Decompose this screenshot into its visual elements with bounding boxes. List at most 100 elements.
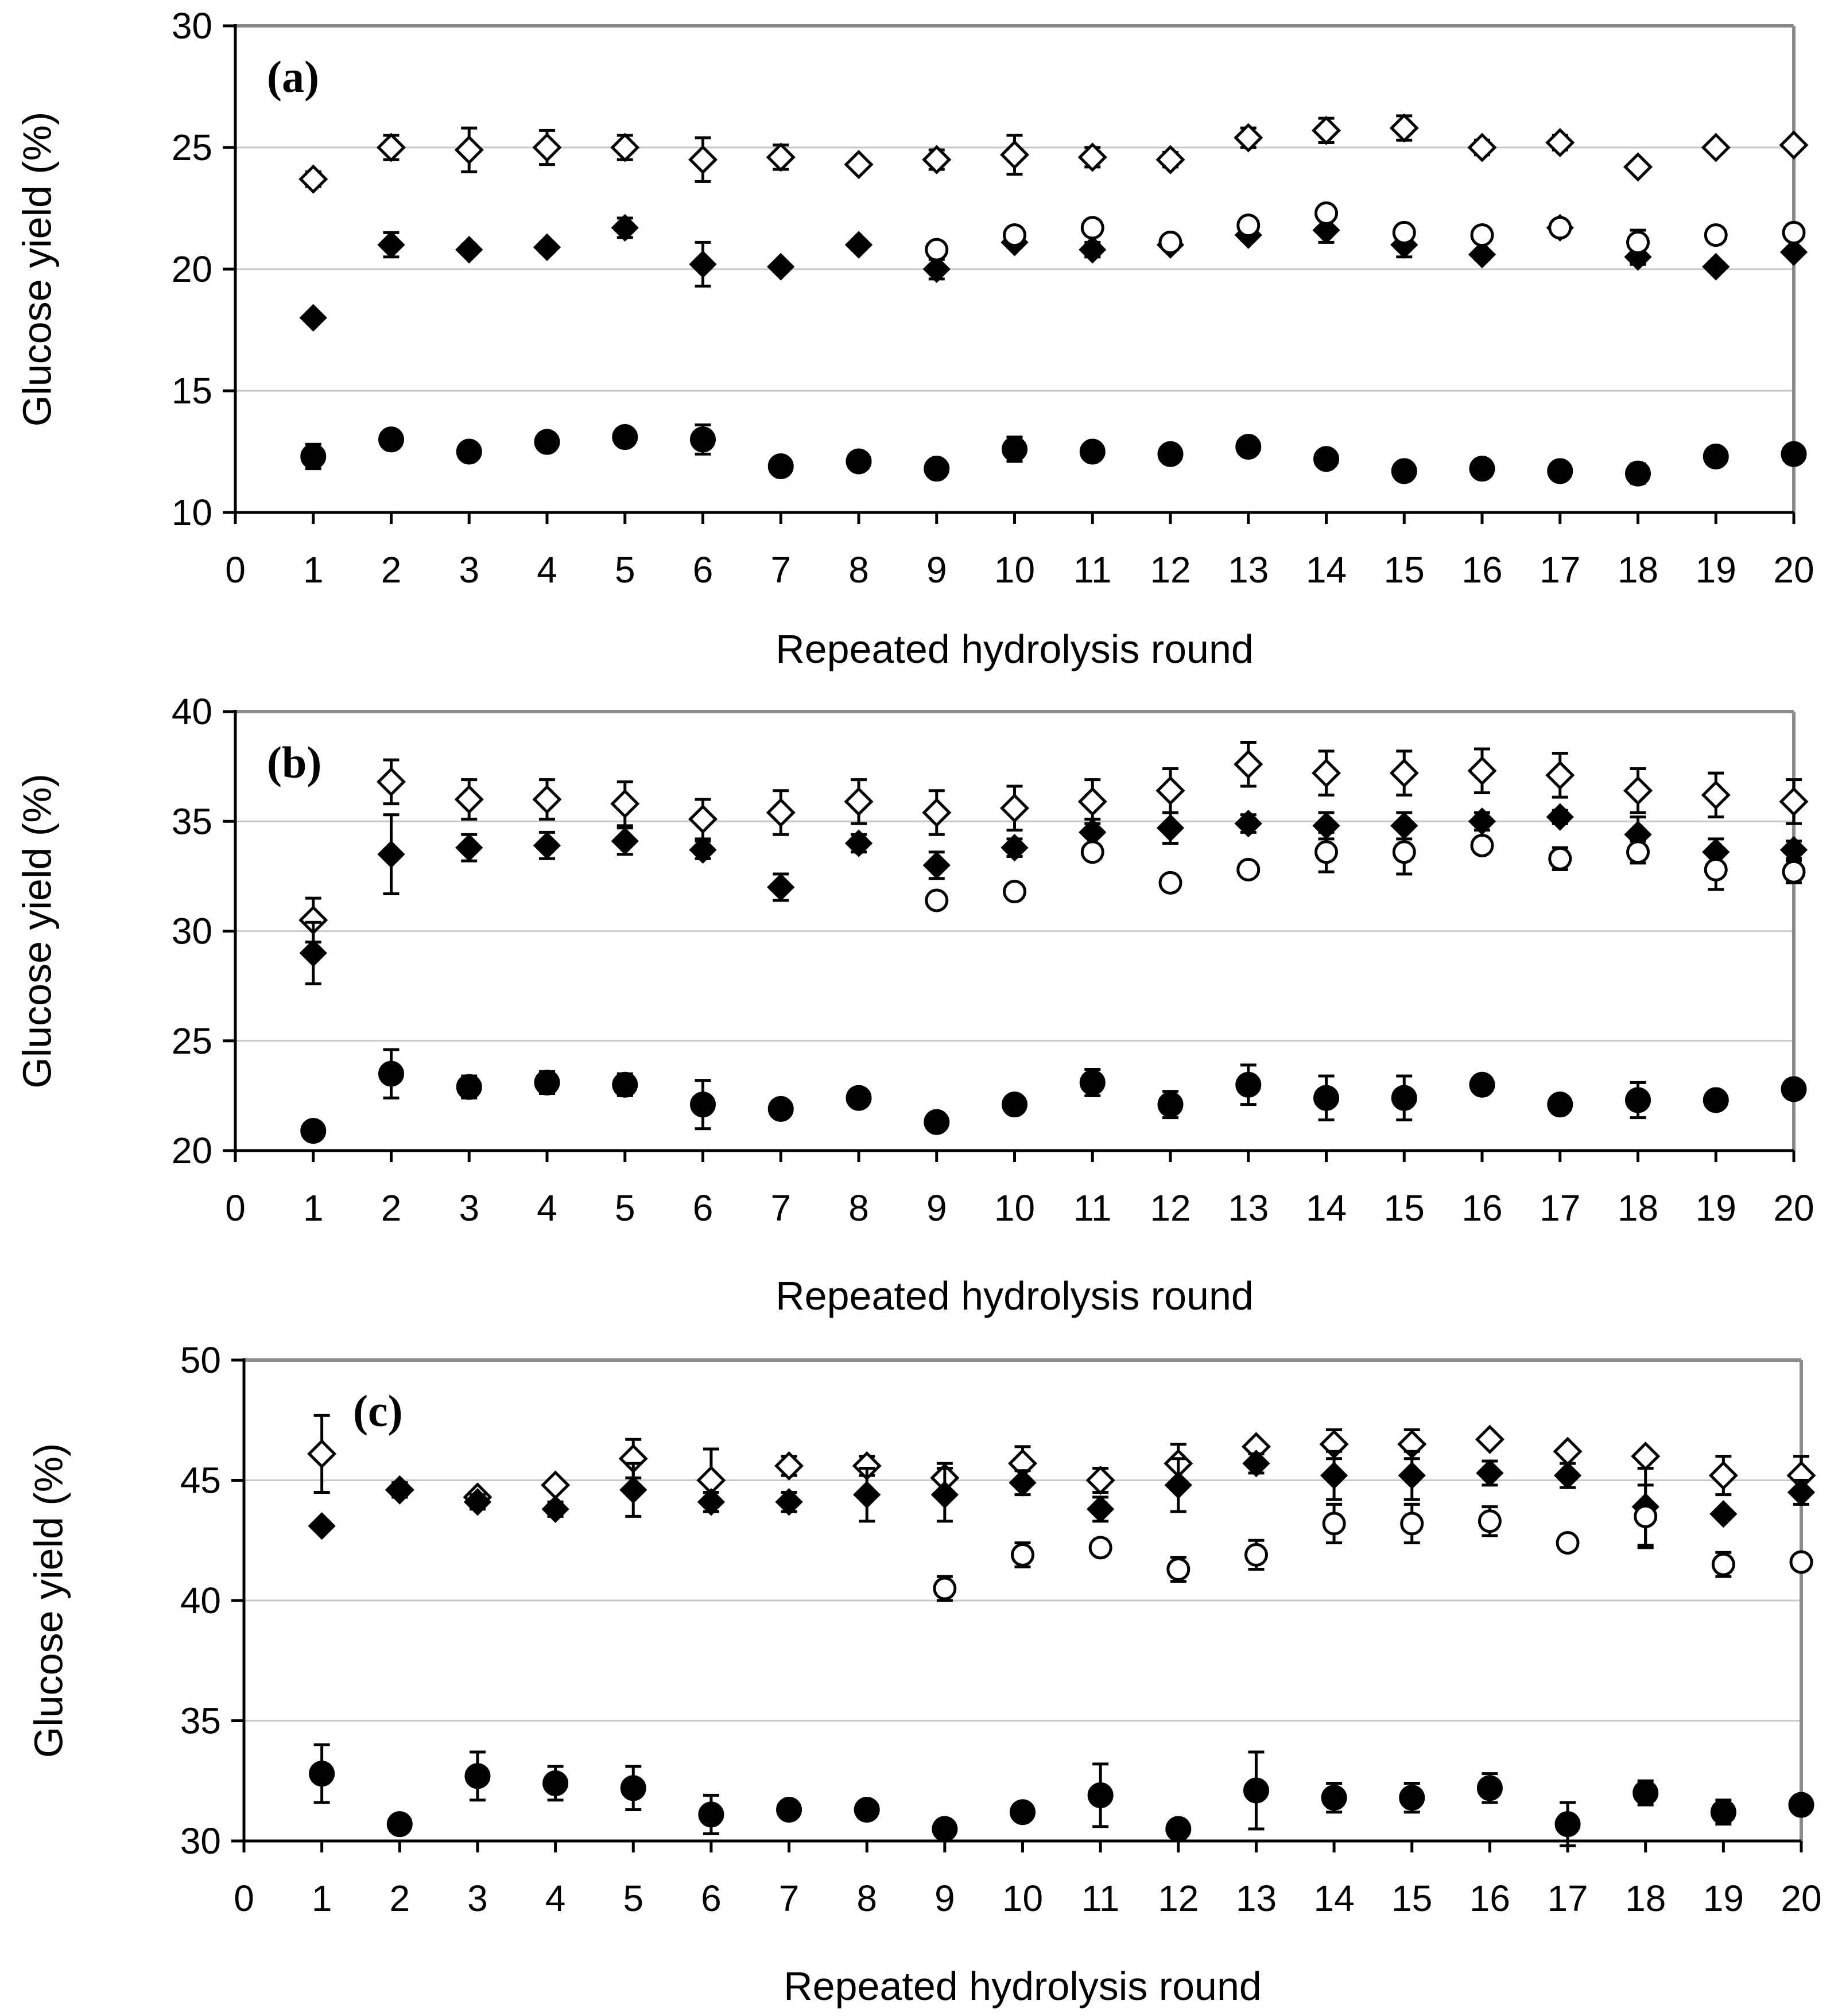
data-point-filled-diamond [463, 1488, 492, 1516]
data-point-filled-diamond [1787, 1478, 1816, 1506]
data-point-open-diamond [376, 767, 406, 797]
data-point-filled-diamond [299, 939, 327, 967]
data-point-filled-circle [456, 438, 482, 465]
data-point-filled-diamond [853, 1481, 881, 1509]
x-tick-label: 18 [1625, 1878, 1666, 1919]
data-point-open-diamond [1389, 758, 1419, 788]
data-point-filled-circle [378, 426, 404, 453]
x-tick-label: 9 [926, 549, 947, 591]
data-point-open-diamond [766, 798, 796, 828]
data-point-open-circle [1003, 223, 1026, 247]
y-axis-label: Glucose yield (%) [14, 112, 59, 427]
x-tick-label: 5 [623, 1878, 643, 1919]
data-point-filled-circle [534, 429, 560, 455]
x-tick-label: 15 [1391, 1878, 1432, 1919]
data-point-filled-circle [1476, 1775, 1503, 1801]
y-tick-label: 15 [172, 370, 212, 411]
x-tick-label: 2 [381, 1187, 402, 1229]
data-point-filled-diamond [386, 1476, 414, 1504]
panel-label: (b) [267, 737, 321, 787]
x-tick-label: 8 [848, 1187, 869, 1229]
series-filled-circle [309, 1743, 1814, 1847]
data-point-open-diamond [774, 1451, 804, 1481]
data-point-filled-circle [1399, 1785, 1425, 1811]
data-point-filled-circle [698, 1801, 724, 1828]
data-point-filled-diamond [611, 213, 639, 242]
data-point-filled-circle [1243, 1777, 1269, 1804]
data-point-open-diamond [766, 142, 796, 172]
x-tick-label: 19 [1696, 1187, 1736, 1229]
data-point-filled-diamond [533, 233, 561, 261]
data-point-filled-diamond [922, 255, 951, 283]
data-point-open-diamond [1311, 115, 1341, 145]
data-point-open-circle [1548, 846, 1572, 871]
data-point-open-circle [933, 1576, 957, 1601]
data-point-filled-circle [776, 1797, 802, 1823]
x-tick-label: 4 [537, 549, 557, 591]
data-point-open-circle [1470, 833, 1494, 857]
data-point-filled-diamond [1312, 216, 1340, 244]
x-tick-label: 8 [848, 549, 869, 591]
data-point-open-circle [1088, 1536, 1112, 1560]
y-tick-label: 35 [180, 1700, 221, 1742]
data-point-filled-circle [542, 1770, 569, 1796]
data-point-filled-diamond [689, 250, 717, 278]
y-tick-label: 30 [172, 5, 212, 46]
data-point-open-diamond [376, 133, 406, 162]
x-tick-label: 4 [545, 1878, 566, 1919]
data-point-open-diamond [610, 133, 640, 162]
data-point-open-diamond [1475, 1424, 1504, 1454]
data-point-filled-circle [1547, 1091, 1573, 1118]
data-point-open-diamond [307, 1439, 337, 1469]
data-point-open-circle [925, 238, 949, 262]
x-tick-label: 19 [1696, 549, 1736, 591]
data-point-filled-circle [767, 453, 794, 479]
x-tick-label: 17 [1540, 549, 1580, 591]
data-point-filled-circle [1547, 458, 1573, 484]
x-tick-label: 9 [934, 1878, 955, 1919]
x-tick-label: 16 [1469, 1878, 1510, 1919]
data-point-filled-diamond [1702, 253, 1730, 281]
data-point-open-diamond [1553, 1436, 1583, 1466]
data-point-filled-circle [1469, 1071, 1495, 1098]
data-point-filled-circle [1391, 458, 1417, 484]
series-open-diamond [307, 1413, 1816, 1513]
data-point-open-diamond [1701, 133, 1731, 162]
data-point-open-diamond [454, 784, 484, 814]
x-tick-label: 15 [1384, 1187, 1425, 1229]
data-point-filled-circle [386, 1811, 413, 1838]
x-tick-label: 3 [459, 549, 479, 591]
data-point-open-circle [1314, 201, 1338, 225]
data-point-open-circle [1392, 220, 1416, 244]
x-tick-label: 10 [994, 1187, 1035, 1229]
data-point-open-circle [1244, 1543, 1268, 1567]
data-point-filled-circle [1710, 1799, 1736, 1825]
data-point-open-diamond [541, 1470, 571, 1500]
data-point-filled-diamond [299, 304, 327, 332]
data-point-filled-circle [690, 426, 716, 453]
data-point-filled-diamond [1320, 1461, 1348, 1490]
data-point-filled-circle [854, 1797, 880, 1823]
x-tick-label: 20 [1773, 1187, 1814, 1229]
panel-label: (c) [353, 1386, 403, 1436]
data-point-filled-circle [1321, 1785, 1347, 1811]
data-point-filled-circle [309, 1761, 335, 1787]
data-point-open-circle [1711, 1552, 1735, 1576]
data-point-open-diamond [610, 789, 640, 819]
data-point-filled-circle [300, 1118, 327, 1144]
data-point-filled-circle [846, 1085, 872, 1111]
data-point-open-circle [1166, 1557, 1191, 1582]
data-point-filled-diamond [697, 1488, 726, 1516]
data-point-filled-circle [1391, 1085, 1417, 1111]
x-axis-label: Repeated hydrolysis round [775, 1273, 1254, 1318]
data-point-open-diamond [1545, 760, 1575, 790]
series-filled-circle [300, 423, 1807, 487]
x-tick-label: 18 [1618, 1187, 1658, 1229]
data-point-filled-circle [1235, 434, 1262, 460]
data-point-filled-diamond [1079, 235, 1107, 264]
x-tick-label: 1 [303, 549, 324, 591]
y-tick-label: 25 [172, 1020, 212, 1062]
data-point-open-diamond [1631, 1442, 1661, 1471]
